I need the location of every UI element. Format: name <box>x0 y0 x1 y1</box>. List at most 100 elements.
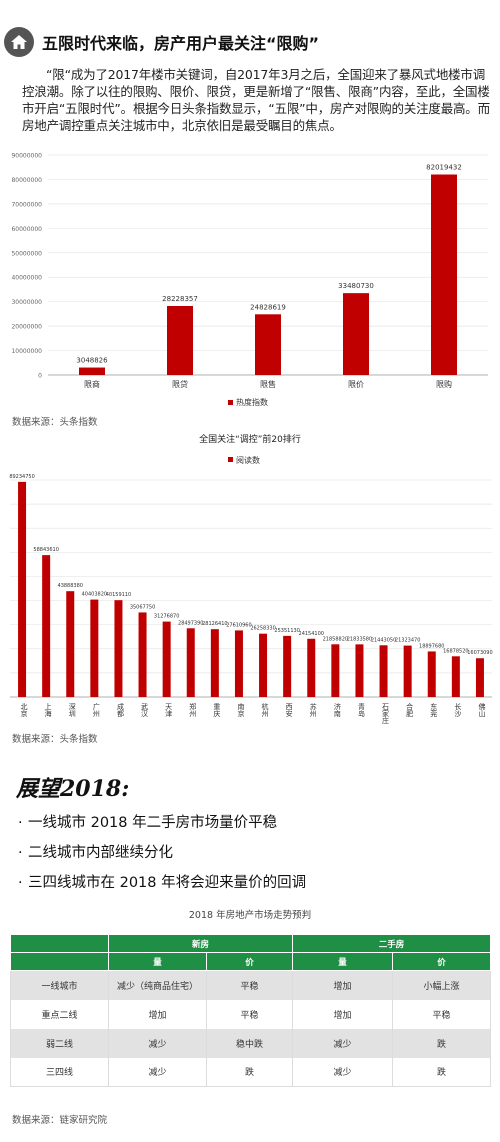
table-cell: 平稳 <box>205 999 294 1029</box>
x-tick-label: 长沙 <box>454 702 462 717</box>
bar <box>427 651 436 697</box>
table-cell: 三四线 <box>10 1057 109 1087</box>
sub-header: 量 <box>292 952 394 971</box>
table-sub-header-row: 量 价 量 价 <box>10 952 492 971</box>
bar <box>355 644 364 697</box>
data-label: 40403820 <box>82 592 107 598</box>
outlook-item: · 三四线城市在 2018 年将会迎来量价的回调 <box>18 875 307 891</box>
table-cell: 小幅上涨 <box>392 970 492 1000</box>
table-corner-cell <box>10 952 109 971</box>
bar <box>138 612 147 697</box>
y-tick-label: 30000000 <box>11 299 42 306</box>
x-tick-label: 广州 <box>92 702 100 717</box>
data-label: 16073090 <box>467 650 492 656</box>
intro-paragraph: “限“成为了2017年楼市关键词，自2017年3月之后，全国迎来了暴风式地楼市调… <box>22 67 490 133</box>
data-label: 58843610 <box>33 547 58 553</box>
legend-swatch <box>228 457 233 462</box>
x-tick-label: 杭州 <box>261 702 269 717</box>
table-cell: 跌 <box>205 1057 294 1087</box>
y-tick-label: 60000000 <box>11 226 42 233</box>
article-header: 五限时代来临，房产用户最关注“限购” <box>0 0 500 70</box>
data-label: 31276870 <box>154 614 179 620</box>
x-tick-label: 石家庄 <box>382 703 390 725</box>
bar <box>162 621 171 697</box>
bar <box>66 591 75 697</box>
bar <box>259 633 268 697</box>
table-cell: 稳中跌 <box>205 1028 294 1058</box>
y-tick-label: 70000000 <box>11 201 42 208</box>
bar <box>90 599 99 697</box>
bar <box>114 600 123 697</box>
data-label: 24154100 <box>299 631 324 637</box>
x-tick-label: 西安 <box>285 703 293 718</box>
chart1-source: 数据来源：头条指数 <box>12 417 98 428</box>
outlook-item: · 二线城市内部继续分化 <box>18 845 173 861</box>
bar <box>18 481 27 697</box>
data-label: 43888380 <box>58 583 83 589</box>
chart2-source: 数据来源：头条指数 <box>12 734 98 745</box>
restriction-heat-chart: 0 10000000 20000000 30000000 40000000 5000000… <box>11 153 488 407</box>
data-label: 18897680 <box>419 643 444 649</box>
x-tick-label: 限价 <box>348 380 364 389</box>
x-tick-label: 限售 <box>260 379 276 389</box>
y-tick-label: 80000000 <box>11 177 42 184</box>
bar <box>307 638 316 697</box>
bar <box>42 555 51 697</box>
table-row: 弱二线 减少 稳中跌 减少 跌 <box>10 1028 492 1058</box>
bar <box>379 645 388 697</box>
x-tick-label: 上海 <box>44 702 52 718</box>
data-label: 25351130 <box>274 628 299 634</box>
table-cell: 重点二线 <box>10 999 109 1029</box>
x-tick-label: 限商 <box>84 379 100 389</box>
forecast-table: 新房 二手房 量 价 量 价 一线城市 减少（纯商品住宅） 平稳 增加 小幅上涨… <box>10 934 492 1087</box>
table-cell: 减少 <box>292 1028 394 1058</box>
bar <box>167 305 193 375</box>
bar <box>79 367 105 375</box>
y-tick-label: 40000000 <box>11 275 42 282</box>
table-row: 一线城市 减少（纯商品住宅） 平稳 增加 小幅上涨 <box>10 970 492 1000</box>
table-cell: 增加 <box>108 999 207 1029</box>
outlook-item: · 一线城市 2018 年二手房市场量价平稳 <box>18 815 278 831</box>
x-tick-label: 济南 <box>333 702 341 717</box>
x-tick-label: 郑州 <box>189 703 197 717</box>
table-title: 2018 年房地产市场走势预判 <box>188 910 312 921</box>
data-label: 3048826 <box>76 357 108 365</box>
legend-label: 阅读数 <box>236 455 260 465</box>
bar <box>234 630 243 697</box>
table-cell: 跌 <box>392 1028 492 1058</box>
bar <box>283 635 292 697</box>
table-cell: 减少 <box>292 1057 394 1087</box>
x-tick-label: 东莞 <box>430 702 438 718</box>
data-label: 82019432 <box>426 164 462 172</box>
x-tick-label: 北京 <box>20 703 28 718</box>
x-tick-label: 限购 <box>436 379 452 389</box>
sub-header: 价 <box>392 952 492 971</box>
table-cell: 减少 <box>108 1028 207 1058</box>
x-tick-label: 佛山 <box>478 702 486 718</box>
data-label: 89234750 <box>9 474 34 480</box>
sub-header: 价 <box>205 952 294 971</box>
data-label: 35067750 <box>130 604 155 610</box>
bar <box>186 628 195 697</box>
sub-header: 量 <box>108 952 207 971</box>
data-label: 21858820 <box>323 636 348 642</box>
legend-label: 热度指数 <box>236 397 268 407</box>
group-header-new: 新房 <box>107 934 294 953</box>
x-tick-label: 南京 <box>237 702 245 718</box>
data-label: 40159110 <box>106 592 131 598</box>
data-label: 16878520 <box>443 648 468 654</box>
table-cell: 平稳 <box>205 970 294 1000</box>
legend-swatch <box>228 400 233 405</box>
home-badge <box>4 27 34 57</box>
x-tick-label: 限贷 <box>172 379 188 389</box>
outlook-title: 展望2018: <box>16 776 130 802</box>
table-row: 三四线 减少 跌 减少 跌 <box>10 1057 492 1087</box>
data-label: 28228357 <box>162 295 198 303</box>
x-tick-label: 成都 <box>116 702 124 718</box>
data-label: 28497390 <box>178 620 203 626</box>
table-cell: 减少 <box>108 1057 207 1087</box>
data-label: 24828619 <box>250 303 286 311</box>
x-tick-label: 深圳 <box>68 702 76 718</box>
bar <box>431 174 457 375</box>
